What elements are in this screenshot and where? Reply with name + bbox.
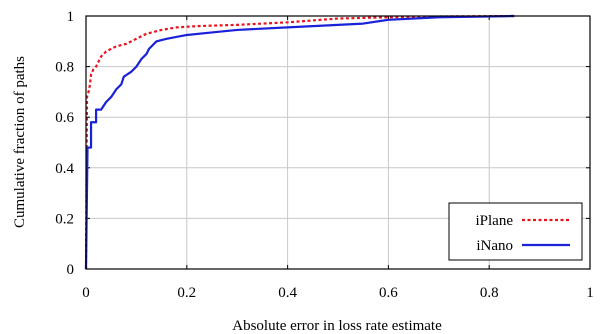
x-tick-label: 0.2 bbox=[177, 285, 196, 301]
legend-label-inano: iNano bbox=[476, 238, 513, 254]
y-tick-label: 0.2 bbox=[55, 211, 74, 227]
legend: iPlane iNano bbox=[448, 202, 583, 261]
x-tick-label: 1 bbox=[586, 285, 594, 301]
y-tick-labels: 0 0.2 0.4 0.6 0.8 1 bbox=[55, 9, 74, 278]
y-tick-label: 1 bbox=[67, 9, 75, 25]
plot-frame bbox=[85, 15, 591, 270]
y-axis-label: Cumulative fraction of paths bbox=[12, 56, 28, 228]
x-tick-label: 0.6 bbox=[379, 285, 398, 301]
x-tick-labels: 0 0.2 0.4 0.6 0.8 1 bbox=[82, 285, 594, 301]
x-axis-label: Absolute error in loss rate estimate bbox=[232, 318, 442, 334]
grid bbox=[85, 15, 591, 270]
series-line-inano bbox=[84, 14, 515, 270]
legend-box bbox=[448, 202, 583, 261]
y-tick-label: 0.8 bbox=[55, 60, 74, 76]
series-layer bbox=[84, 14, 515, 270]
y-tick-label: 0.6 bbox=[55, 110, 74, 126]
y-tick-label: 0.4 bbox=[55, 161, 74, 177]
x-tick-label: 0 bbox=[82, 285, 90, 301]
legend-label-iplane: iPlane bbox=[476, 213, 514, 229]
series-line-iplane bbox=[84, 14, 515, 270]
x-tick-label: 0.8 bbox=[480, 285, 499, 301]
x-tick-label: 0.4 bbox=[278, 285, 297, 301]
y-tick-label: 0 bbox=[67, 262, 75, 278]
